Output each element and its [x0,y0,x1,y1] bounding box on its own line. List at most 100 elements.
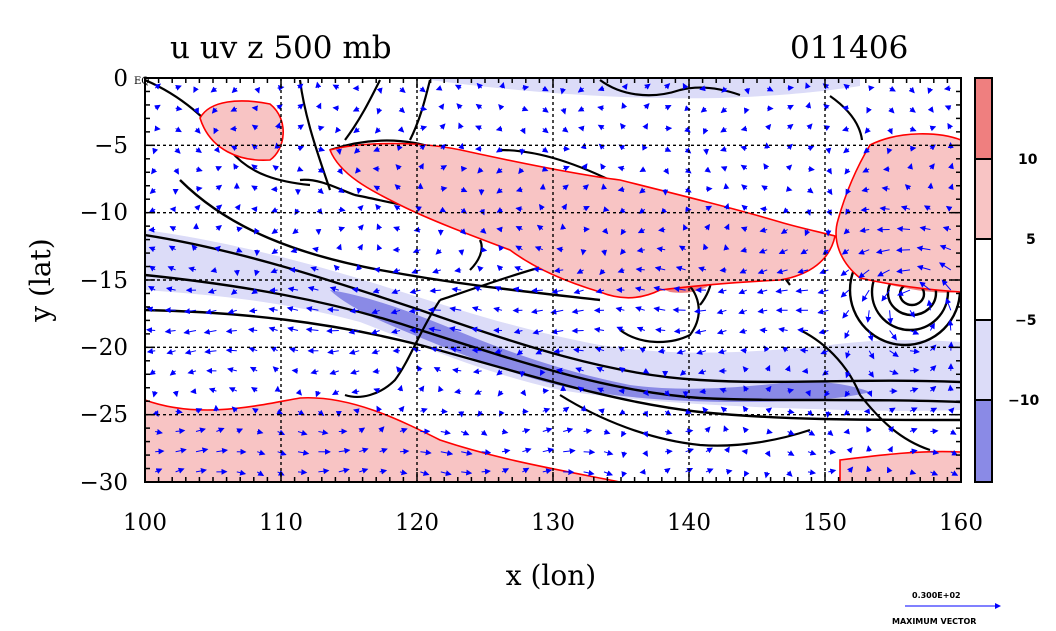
y-tick-label: −15 [79,268,128,294]
wind-vector [542,388,550,395]
wind-vector [563,448,576,455]
wind-vector [930,407,938,414]
wind-vector [761,185,768,192]
wind-vector [152,147,159,155]
wind-vector [581,163,588,170]
wind-vector [705,468,714,474]
wind-vector [698,266,707,273]
wind-vector [522,467,530,474]
wind-vector [496,207,504,213]
wind-vector [868,85,875,92]
wind-vector [409,288,421,295]
wind-vector [805,209,812,216]
wind-vector [411,268,421,274]
wind-vector [703,148,710,156]
wind-vector [166,348,176,355]
wind-vector [435,248,442,255]
tick-marks [144,77,962,483]
wind-vector [682,82,689,90]
wind-vector [575,367,584,373]
wind-vector [653,306,666,313]
wind-vector [797,268,809,275]
wind-vector [536,224,544,231]
wind-vector [335,148,342,156]
wind-vector [233,269,240,277]
x-axis-label: x (lon) [506,559,596,592]
wind-vector [636,326,645,333]
colorbar-segment [975,400,992,482]
wind-vector [553,267,564,274]
wind-vector [359,467,369,474]
wind-vector [394,184,402,191]
wind-vector [881,185,890,192]
wind-vector [472,368,482,375]
wind-vector [845,370,851,379]
wind-vector [248,307,258,314]
wind-vector [433,367,442,373]
wind-vector [356,187,363,195]
wind-vector [292,227,299,235]
wind-vector [183,328,197,335]
wind-vector [256,470,265,477]
wind-vector [335,126,342,134]
wind-vector [916,264,931,271]
wind-vector [268,306,278,313]
wind-vector [702,243,709,251]
wind-vector [481,468,491,475]
wind-vector [477,265,484,272]
wind-vector [148,286,156,292]
wind-vector [538,203,545,211]
strong-easterly-band [330,290,870,402]
wind-vector [897,289,911,296]
wind-vector [535,348,544,355]
wind-vector [310,368,319,375]
wind-vector [657,347,666,354]
wind-vector [412,247,421,254]
wind-vector [699,85,707,92]
wind-vector [583,205,590,212]
wind-vector [297,124,305,131]
wind-vector [252,407,259,414]
wind-vector [782,207,790,214]
wind-vector [494,286,503,292]
wind-vector [705,205,713,212]
wind-vector [430,346,441,353]
wind-vector [843,428,850,435]
wind-vector [741,184,748,191]
wind-vector [948,407,955,414]
wind-vector [909,126,917,132]
wind-vector [938,262,952,271]
wind-vector [318,429,329,436]
wind-vector [393,204,401,211]
wind-vector [654,265,666,272]
wind-vector [173,167,179,175]
wind-vector [881,289,891,302]
wind-vector [227,367,237,373]
wind-vector [720,146,727,152]
wind-vector [210,86,218,93]
wind-vector [909,145,917,152]
wind-vector [635,306,645,312]
wind-vector [765,407,773,414]
wind-vector [844,168,851,175]
wind-vector [621,470,628,478]
plot-area [145,78,961,482]
wind-vector [439,123,446,130]
wind-vector [332,84,340,91]
wind-vector [743,470,750,478]
wind-vector [577,105,585,112]
wind-vector [696,349,707,355]
wind-vector [780,228,788,235]
wind-vector [461,469,473,476]
wind-vector [786,123,794,130]
wind-vector [684,186,692,193]
wind-vector [776,268,788,275]
wind-vector [419,86,426,93]
wind-vector [154,83,161,90]
wind-vector [203,328,217,335]
wind-vector [909,448,918,455]
wind-vector [522,428,531,434]
wind-vector [415,206,422,212]
wind-vector [866,426,872,433]
wind-vector [867,330,874,342]
